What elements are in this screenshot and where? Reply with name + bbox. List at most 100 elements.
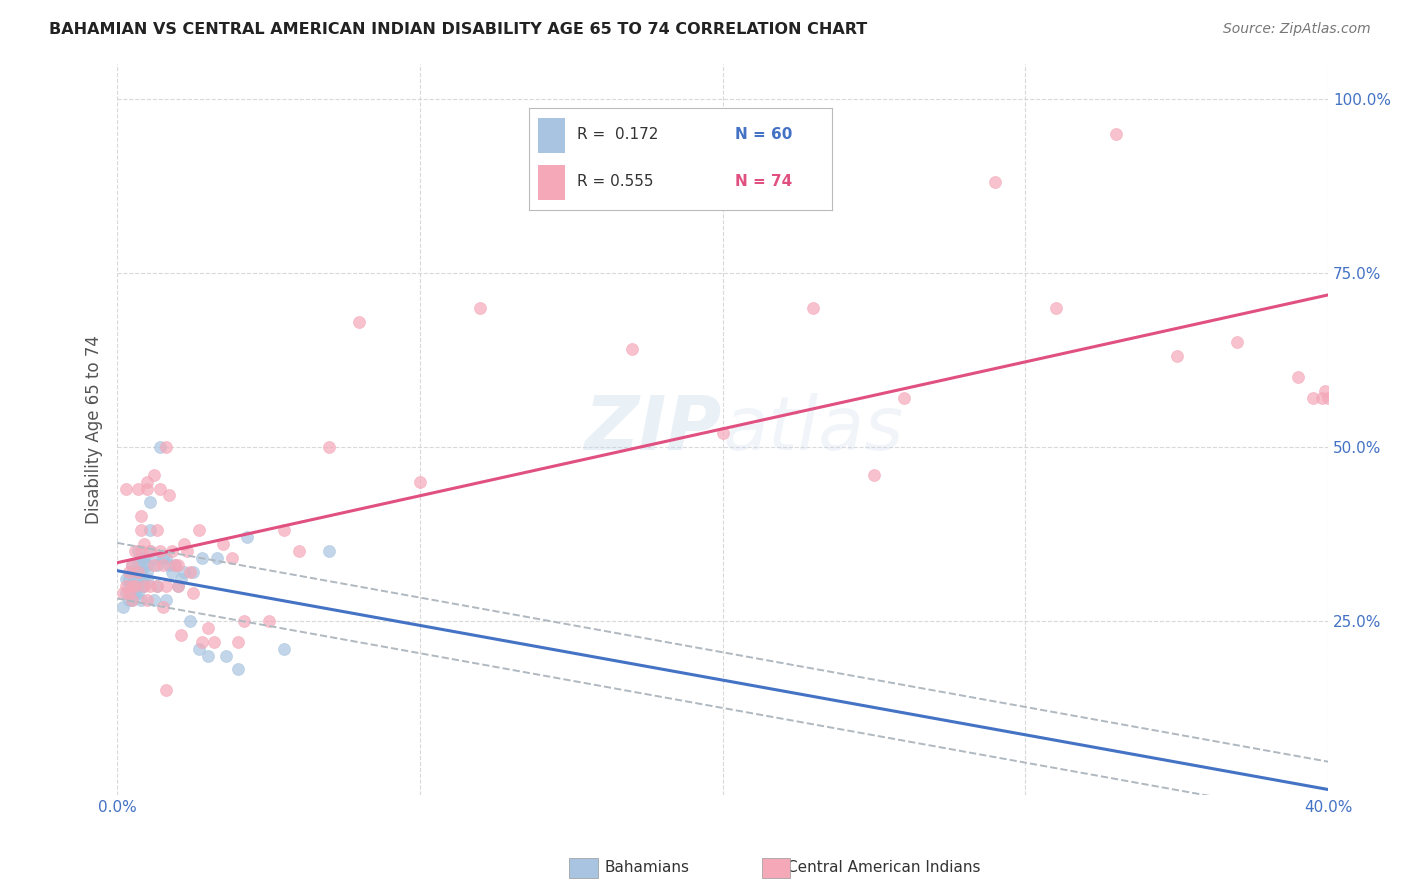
Point [115, 586, 138, 600]
Point [1226, 335, 1249, 350]
Point [166, 558, 188, 572]
Point [157, 558, 180, 572]
Point [148, 544, 170, 558]
Point [226, 663, 249, 677]
Point [131, 579, 153, 593]
Point [131, 592, 153, 607]
Point [131, 565, 153, 579]
Point [163, 558, 186, 572]
Point [134, 572, 156, 586]
Point [1317, 391, 1340, 405]
Point [127, 579, 149, 593]
Point [134, 579, 156, 593]
Point [560, 196, 582, 211]
Point [142, 551, 165, 566]
Point [145, 558, 167, 572]
Point [121, 592, 143, 607]
Point [142, 467, 165, 482]
Point [1286, 370, 1309, 384]
Point [124, 572, 146, 586]
Point [202, 634, 225, 648]
Point [863, 467, 886, 482]
Point [155, 592, 177, 607]
Point [155, 551, 177, 566]
Point [118, 579, 141, 593]
Point [181, 586, 204, 600]
Point [139, 544, 162, 558]
Point [118, 592, 141, 607]
Point [139, 544, 162, 558]
Point [115, 572, 138, 586]
Point [163, 558, 186, 572]
Point [124, 586, 146, 600]
Point [112, 586, 135, 600]
Point [236, 530, 259, 544]
Point [131, 572, 153, 586]
Point [157, 488, 180, 502]
Point [233, 614, 256, 628]
Point [134, 537, 156, 551]
Point [127, 558, 149, 572]
Point [152, 551, 174, 566]
Point [127, 565, 149, 579]
Point [127, 482, 149, 496]
Point [803, 301, 825, 315]
Point [893, 391, 915, 405]
Point [160, 565, 183, 579]
Point [155, 683, 177, 698]
Point [257, 614, 280, 628]
Point [197, 648, 219, 663]
Point [139, 579, 162, 593]
Point [148, 482, 170, 496]
Point [173, 537, 195, 551]
Point [166, 579, 188, 593]
Point [1302, 391, 1324, 405]
Point [124, 544, 146, 558]
Point [212, 537, 235, 551]
Point [134, 551, 156, 566]
Point [121, 558, 143, 572]
Point [1045, 301, 1067, 315]
Point [470, 301, 492, 315]
Point [131, 509, 153, 524]
Point [1310, 391, 1333, 405]
Point [124, 565, 146, 579]
Point [121, 565, 143, 579]
Point [191, 551, 214, 566]
Point [273, 641, 295, 656]
Point [620, 343, 643, 357]
Point [170, 572, 193, 586]
Point [127, 544, 149, 558]
Point [197, 621, 219, 635]
Point [118, 565, 141, 579]
Point [136, 558, 159, 572]
Text: atlas: atlas [723, 393, 904, 466]
Point [124, 579, 146, 593]
Point [215, 648, 238, 663]
Point [121, 558, 143, 572]
Point [145, 523, 167, 537]
Point [139, 495, 162, 509]
Point [124, 579, 146, 593]
Point [136, 592, 159, 607]
Point [273, 523, 295, 537]
Point [155, 579, 177, 593]
Text: Bahamians: Bahamians [605, 860, 689, 874]
Text: Source: ZipAtlas.com: Source: ZipAtlas.com [1223, 22, 1371, 37]
Point [121, 579, 143, 593]
Point [115, 579, 138, 593]
Point [118, 572, 141, 586]
Point [179, 565, 201, 579]
Point [179, 614, 201, 628]
Point [984, 175, 1007, 189]
Point [142, 558, 165, 572]
Point [1313, 384, 1336, 398]
Point [142, 592, 165, 607]
Point [121, 586, 143, 600]
Point [205, 551, 228, 566]
Point [187, 641, 209, 656]
Point [166, 579, 188, 593]
Point [127, 565, 149, 579]
Point [711, 425, 734, 440]
Point [136, 482, 159, 496]
